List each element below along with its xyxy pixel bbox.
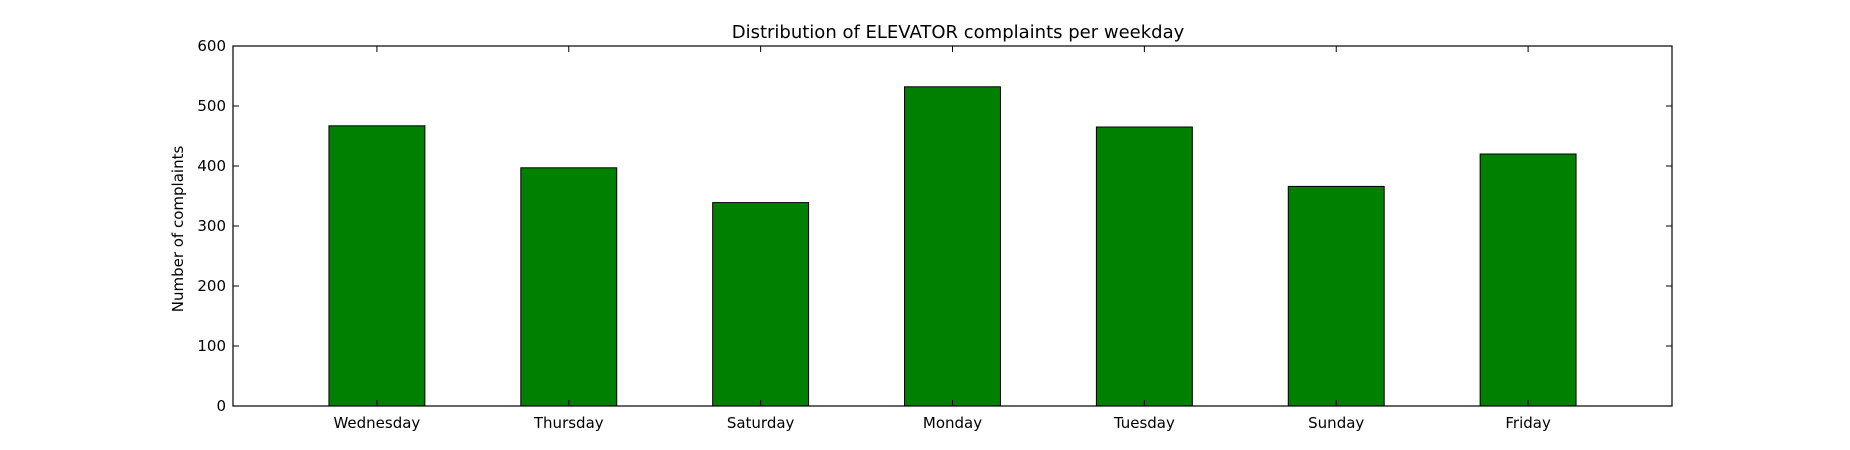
bar [328, 125, 426, 407]
x-tick-label: Tuesday [1113, 414, 1175, 432]
x-tick-label: Wednesday [333, 414, 420, 432]
y-tick-label: 300 [197, 217, 226, 235]
bar [1095, 126, 1193, 407]
bar [904, 86, 1001, 407]
plot-area: 0 100 200 300 400 500 600 Wednesday Thursday Satu… [197, 37, 1673, 432]
y-tick-label: 200 [197, 277, 226, 295]
x-tick-label: Thursday [533, 414, 604, 432]
bar [520, 167, 618, 407]
chart-title: Distribution of ELEVATOR complaints per … [732, 22, 1185, 43]
x-tick-label: Saturday [727, 414, 795, 432]
y-tick-label: 400 [197, 157, 226, 175]
x-tick-label: Friday [1505, 414, 1551, 432]
bar [712, 202, 810, 407]
y-tick-label: 600 [197, 37, 226, 55]
bar [1479, 153, 1577, 407]
x-tick-label: Sunday [1308, 414, 1364, 432]
y-tick-label: 100 [197, 337, 226, 355]
y-tick-label: 0 [216, 397, 226, 415]
x-tick-label: Monday [923, 414, 982, 432]
y-axis-label: Number of complaints [169, 146, 187, 313]
y-tick-label: 500 [197, 97, 226, 115]
bar [1287, 185, 1385, 407]
